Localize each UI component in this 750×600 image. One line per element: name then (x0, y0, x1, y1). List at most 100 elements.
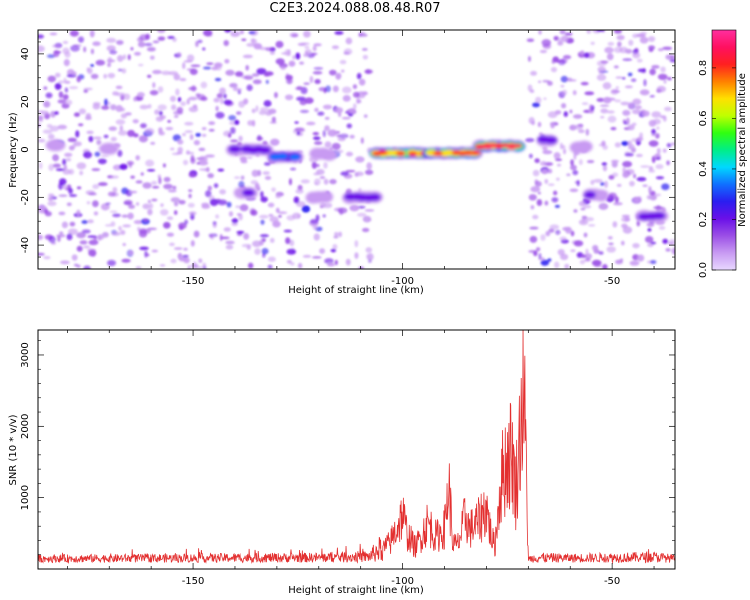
colorbar-label: Normalized spectral amplitude (737, 73, 748, 227)
spectral-feature (228, 145, 242, 153)
spectral-feature (463, 150, 474, 156)
spectrogram-x-axis-label: Height of straight line (km) (288, 285, 424, 296)
noise-blob (322, 129, 326, 138)
noise-blob (651, 65, 660, 69)
noise-blob (327, 262, 335, 267)
noise-blob (228, 211, 234, 217)
spectral-feature (321, 148, 337, 161)
noise-blob (564, 263, 570, 269)
noise-blob (554, 261, 560, 269)
noise-blob (530, 186, 541, 193)
noise-blob (247, 156, 253, 159)
noise-blob (171, 104, 177, 111)
noise-blob (264, 71, 274, 76)
noise-blob (599, 104, 610, 107)
noise-blob (324, 141, 332, 148)
noise-blob (667, 77, 672, 81)
noise-blob (632, 98, 642, 105)
noise-blob (278, 215, 282, 218)
noise-blob (105, 202, 111, 205)
noise-blob (189, 134, 194, 141)
noise-blob (246, 244, 251, 250)
noise-blob (647, 227, 652, 232)
noise-blob (537, 121, 542, 128)
noise-blob (573, 152, 577, 161)
noise-blob (260, 190, 264, 198)
noise-blob (118, 130, 128, 136)
noise-blob (651, 111, 662, 118)
noise-blob (551, 197, 559, 203)
noise-blob (215, 214, 220, 219)
noise-blob (58, 211, 66, 216)
noise-blob (88, 249, 97, 257)
colorbar-scale (711, 29, 737, 271)
noise-blob (63, 59, 70, 67)
noise-blob (319, 248, 326, 254)
noise-blob (158, 131, 165, 136)
noise-blob (239, 204, 249, 212)
noise-blob (68, 187, 73, 195)
noise-blob (115, 105, 123, 113)
noise-blob (184, 121, 194, 126)
noise-blob (529, 89, 535, 94)
noise-blob (135, 202, 140, 206)
noise-blob (553, 35, 559, 41)
noise-blob (541, 169, 548, 175)
noise-blob (289, 239, 295, 247)
noise-blob (61, 221, 69, 229)
y-tick-label: 2000 (20, 414, 31, 439)
noise-blob (147, 227, 157, 231)
noise-blob (608, 242, 614, 246)
noise-blob (140, 172, 144, 176)
noise-blob (291, 33, 299, 38)
noise-blob (314, 107, 319, 112)
noise-blob (573, 240, 584, 247)
noise-blob (200, 96, 208, 101)
noise-blob (136, 92, 145, 98)
noise-blob (300, 179, 310, 184)
noise-blob (66, 233, 73, 241)
noise-blob (94, 151, 101, 157)
spectral-feature (276, 153, 288, 160)
noise-blob (554, 204, 560, 208)
noise-blob (151, 198, 158, 202)
noise-blob (362, 54, 369, 60)
noise-blob (166, 232, 175, 237)
spectral-feature (544, 136, 558, 144)
noise-blob (309, 75, 314, 84)
noise-blob (54, 82, 62, 90)
noise-blob (147, 199, 151, 204)
noise-blob (169, 95, 177, 102)
noise-blob (231, 222, 238, 227)
noise-blob (528, 153, 533, 159)
noise-blob (198, 155, 208, 163)
noise-blob (78, 36, 84, 43)
spectrogram-y-axis-label: Frequency (Hz) (8, 112, 19, 188)
noise-blob (319, 176, 326, 180)
spectral-feature (575, 140, 593, 153)
noise-blob (613, 30, 622, 34)
noise-blob (246, 42, 256, 47)
noise-blob (62, 168, 71, 175)
noise-blob (534, 180, 542, 187)
noise-blob (525, 138, 535, 143)
noise-blob (315, 214, 320, 222)
noise-blob (606, 246, 616, 253)
noise-blob (207, 173, 214, 179)
noise-blob (302, 254, 312, 258)
noise-blob (312, 256, 322, 259)
noise-blob (642, 110, 650, 117)
noise-blob (189, 68, 198, 75)
noise-blob (183, 257, 190, 264)
noise-blob (600, 182, 605, 186)
noise-blob (341, 116, 351, 120)
noise-blob (87, 219, 94, 224)
noise-blob (103, 73, 108, 79)
noise-blob (130, 175, 135, 179)
noise-blob (669, 59, 675, 63)
noise-blob (193, 230, 200, 238)
noise-blob (631, 109, 642, 115)
noise-blob (157, 36, 166, 41)
noise-blob (163, 183, 173, 190)
noise-blob (202, 30, 213, 37)
